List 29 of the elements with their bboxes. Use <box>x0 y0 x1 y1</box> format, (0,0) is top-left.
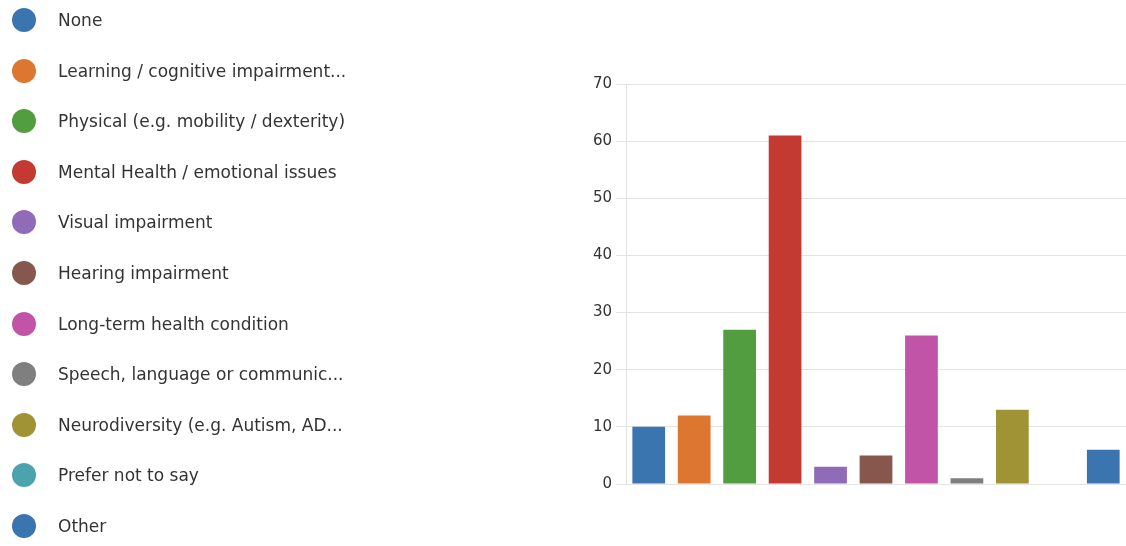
legend-label: Physical (e.g. mobility / dexterity) <box>58 111 346 132</box>
bar <box>768 135 802 484</box>
legend-label: None <box>58 10 103 30</box>
legend-label: Long-term health condition <box>58 313 289 334</box>
legend-label: Mental Health / emotional issues <box>58 161 337 182</box>
bar <box>1086 449 1120 484</box>
bar <box>950 478 984 484</box>
legend-label: Hearing impairment <box>58 262 229 283</box>
legend-label: Other <box>58 515 107 536</box>
bar <box>996 409 1029 484</box>
y-tick-label: 40 <box>592 245 612 264</box>
y-tick-label: 30 <box>592 302 612 321</box>
legend-label: Learning / cognitive impairment... <box>58 60 347 81</box>
bar <box>632 426 666 484</box>
bar <box>814 466 847 484</box>
legend-label: Prefer not to say <box>58 465 199 486</box>
y-tick-label: 60 <box>592 131 612 150</box>
y-tick-label: 20 <box>592 359 612 378</box>
y-tick-label: 50 <box>592 188 612 207</box>
legend-label: Neurodiversity (e.g. Autism, AD... <box>58 414 343 435</box>
y-tick-label: 0 <box>602 473 612 492</box>
bar <box>859 455 893 484</box>
y-tick-label: 70 <box>592 73 612 92</box>
legend-label: Speech, language or communic... <box>58 364 344 385</box>
legend-label: Visual impairment <box>58 212 213 233</box>
bar <box>677 415 711 484</box>
bar <box>723 329 756 484</box>
bar <box>905 335 938 484</box>
y-tick-label: 10 <box>592 416 612 435</box>
